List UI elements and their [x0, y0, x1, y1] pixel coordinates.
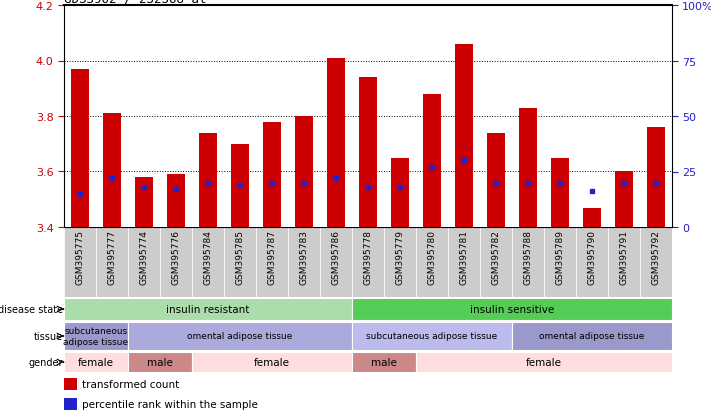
Text: GSM395790: GSM395790: [587, 230, 597, 285]
Text: tissue: tissue: [34, 331, 63, 341]
Bar: [64, 352, 128, 372]
Text: omental adipose tissue: omental adipose tissue: [187, 332, 293, 341]
Text: male: male: [147, 357, 173, 367]
Bar: [71, 70, 89, 228]
Text: female: female: [254, 357, 290, 367]
Bar: [455, 45, 473, 228]
Text: female: female: [78, 357, 114, 367]
Bar: [295, 117, 313, 228]
Text: percentile rank within the sample: percentile rank within the sample: [82, 399, 258, 409]
Text: subcutaneous
adipose tissue: subcutaneous adipose tissue: [63, 327, 129, 346]
Text: GSM395792: GSM395792: [651, 230, 661, 284]
Text: insulin sensitive: insulin sensitive: [470, 304, 554, 314]
Bar: [487, 133, 505, 228]
Bar: [128, 323, 352, 350]
Bar: [256, 228, 288, 297]
Text: GDS3962 / 232368_at: GDS3962 / 232368_at: [64, 0, 206, 5]
Text: insulin resistant: insulin resistant: [166, 304, 250, 314]
Text: GSM395783: GSM395783: [299, 230, 309, 285]
Bar: [167, 175, 185, 228]
Bar: [352, 298, 672, 320]
Bar: [160, 228, 192, 297]
Bar: [320, 228, 352, 297]
Bar: [352, 352, 416, 372]
Bar: [615, 172, 633, 228]
Bar: [480, 228, 512, 297]
Bar: [576, 228, 608, 297]
Bar: [640, 228, 672, 297]
Bar: [224, 228, 256, 297]
Bar: [512, 228, 544, 297]
Bar: [64, 323, 128, 350]
Text: GSM395780: GSM395780: [427, 230, 437, 285]
Text: GSM395784: GSM395784: [203, 230, 213, 284]
Bar: [64, 228, 96, 297]
Bar: [327, 59, 345, 228]
Text: subcutaneous adipose tissue: subcutaneous adipose tissue: [366, 332, 498, 341]
Bar: [384, 228, 416, 297]
Bar: [608, 228, 640, 297]
Bar: [583, 208, 601, 228]
Text: GSM395782: GSM395782: [491, 230, 501, 284]
Text: omental adipose tissue: omental adipose tissue: [539, 332, 645, 341]
Text: GSM395791: GSM395791: [619, 230, 629, 285]
Text: GSM395789: GSM395789: [555, 230, 565, 285]
Bar: [64, 398, 77, 410]
Bar: [352, 228, 384, 297]
Text: female: female: [526, 357, 562, 367]
Text: male: male: [371, 357, 397, 367]
Bar: [391, 158, 409, 228]
Bar: [512, 323, 672, 350]
Bar: [416, 352, 672, 372]
Bar: [96, 228, 128, 297]
Bar: [64, 298, 352, 320]
Text: GSM395786: GSM395786: [331, 230, 341, 285]
Text: GSM395787: GSM395787: [267, 230, 277, 285]
Text: GSM395779: GSM395779: [395, 230, 405, 285]
Bar: [128, 228, 160, 297]
Bar: [103, 114, 121, 228]
Text: disease state: disease state: [0, 304, 63, 314]
Bar: [128, 352, 192, 372]
Bar: [288, 228, 320, 297]
Bar: [199, 133, 217, 228]
Bar: [192, 352, 352, 372]
Text: GSM395774: GSM395774: [139, 230, 149, 284]
Text: transformed count: transformed count: [82, 379, 180, 389]
Bar: [544, 228, 576, 297]
Bar: [551, 158, 569, 228]
Bar: [192, 228, 224, 297]
Text: GSM395778: GSM395778: [363, 230, 373, 285]
Bar: [647, 128, 665, 228]
Text: GSM395777: GSM395777: [107, 230, 117, 285]
Text: GSM395788: GSM395788: [523, 230, 533, 285]
Bar: [423, 95, 441, 228]
Text: GSM395775: GSM395775: [75, 230, 85, 285]
Bar: [64, 378, 77, 390]
Bar: [448, 228, 480, 297]
Bar: [519, 108, 537, 228]
Bar: [263, 122, 281, 228]
Bar: [231, 145, 249, 228]
Text: GSM395776: GSM395776: [171, 230, 181, 285]
Text: GSM395781: GSM395781: [459, 230, 469, 285]
Text: gender: gender: [29, 357, 63, 367]
Text: GSM395785: GSM395785: [235, 230, 245, 285]
Bar: [359, 78, 377, 228]
Bar: [416, 228, 448, 297]
Bar: [135, 178, 153, 228]
Bar: [352, 323, 512, 350]
